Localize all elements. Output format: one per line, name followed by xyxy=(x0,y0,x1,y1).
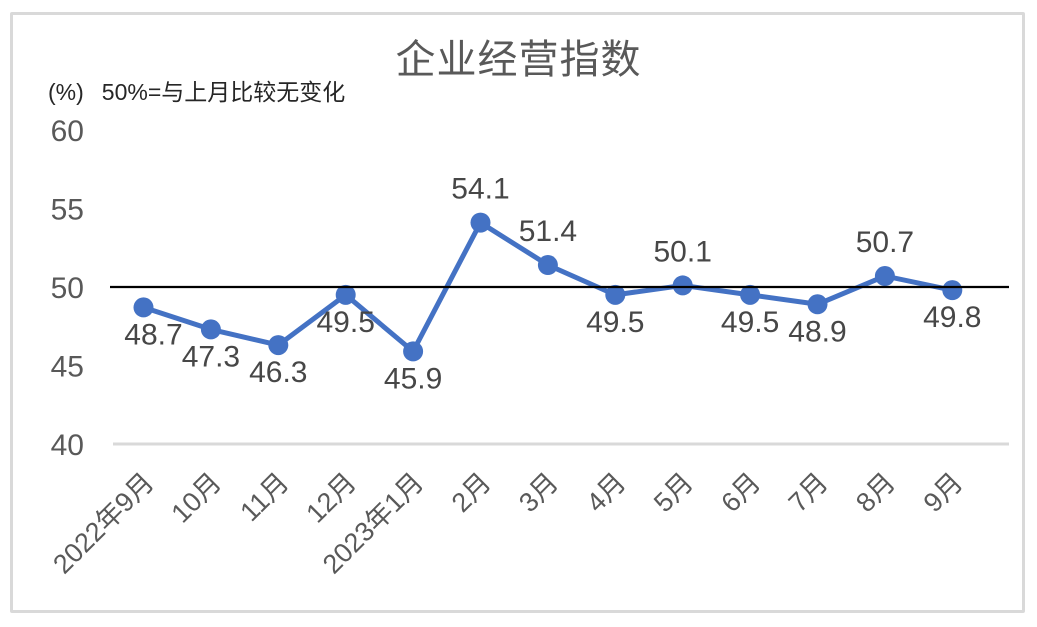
data-point-label: 54.1 xyxy=(451,173,509,206)
data-point-marker xyxy=(874,266,895,287)
data-point-label: 48.7 xyxy=(124,318,182,351)
data-point-label: 50.1 xyxy=(654,235,712,268)
data-point-marker xyxy=(403,341,424,362)
data-point-label: 50.7 xyxy=(856,226,914,259)
unit-label: (%) xyxy=(48,79,84,105)
data-point-label: 46.3 xyxy=(249,356,307,389)
x-axis-label: 3月 xyxy=(513,467,564,518)
y-axis-tick-label: 55 xyxy=(51,194,84,227)
data-point-marker xyxy=(133,297,154,318)
data-point-marker xyxy=(942,280,963,301)
x-axis-label: 2022年9月 xyxy=(47,467,159,579)
data-point-label: 49.5 xyxy=(317,306,375,339)
data-point-label: 49.5 xyxy=(721,306,779,339)
data-point-marker xyxy=(268,335,289,356)
data-point-label: 47.3 xyxy=(182,340,240,373)
data-point-label: 45.9 xyxy=(384,362,442,395)
data-point-marker xyxy=(470,212,491,233)
x-axis-label: 6月 xyxy=(715,467,766,518)
x-axis-label: 5月 xyxy=(648,467,699,518)
y-axis-tick-label: 60 xyxy=(51,115,84,148)
data-point-label: 48.9 xyxy=(788,315,846,348)
y-axis-tick-label: 45 xyxy=(51,351,84,384)
y-axis-tick-label: 40 xyxy=(51,429,84,462)
data-point-marker xyxy=(605,284,626,305)
data-point-marker xyxy=(672,275,693,296)
reference-note: 50%=与上月比较无变化 xyxy=(101,79,346,105)
chart-title: 企业经营指数 xyxy=(395,38,642,82)
x-axis-label: 4月 xyxy=(581,467,632,518)
data-point-marker xyxy=(740,284,761,305)
x-axis-label: 7月 xyxy=(783,467,834,518)
data-point-marker xyxy=(807,294,828,315)
axis-note: (%) 50%=与上月比较无变化 xyxy=(48,81,345,104)
x-axis-label: 11月 xyxy=(234,467,294,527)
data-point-marker xyxy=(335,284,356,305)
data-point-label: 49.8 xyxy=(923,301,981,334)
data-point-label: 49.5 xyxy=(586,306,644,339)
data-point-marker xyxy=(537,255,558,276)
data-point-marker xyxy=(200,319,221,340)
y-axis-tick-label: 50 xyxy=(51,272,84,305)
x-axis-label: 2月 xyxy=(446,467,497,518)
x-axis-label: 8月 xyxy=(850,467,901,518)
data-point-label: 51.4 xyxy=(519,215,577,248)
x-axis-label: 12月 xyxy=(300,467,362,529)
x-axis-label: 10月 xyxy=(166,467,228,529)
x-axis-label: 9月 xyxy=(918,467,969,518)
